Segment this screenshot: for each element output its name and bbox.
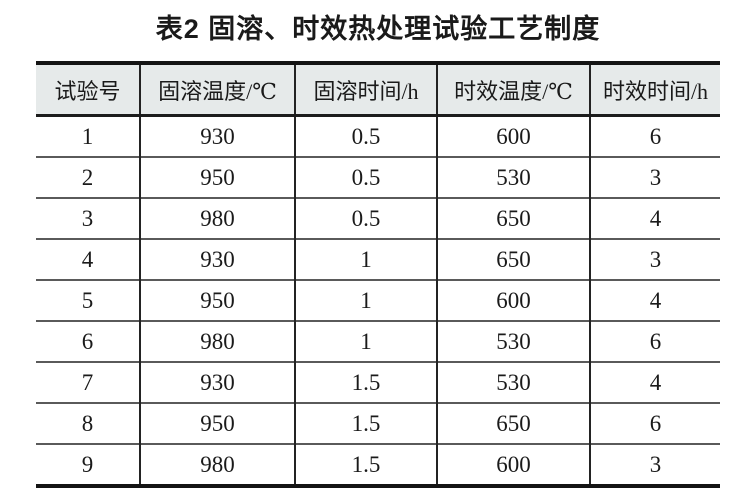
table-cell: 1 [81,123,94,149]
table-cell: 7 [36,361,140,403]
table-cell: 0.5 [294,197,437,239]
table-cell: 4 [589,279,720,321]
table-cell: 2 [36,156,140,198]
table-cell: 5 [36,279,140,321]
table-cell: 4 [589,197,720,239]
table-cell: 950 [139,156,295,198]
header-cell-solution-temperature: 固溶温度/℃ [139,63,295,117]
table-row: 1 930 0.5 600 6 [36,115,720,157]
table-cell: 950 [139,279,295,321]
table-cell: 650 [436,238,590,280]
table-cell: 1.5 [294,443,437,486]
table-cell: 600 [436,115,590,157]
table-cell: 600 [436,443,590,486]
table-title: 表2 固溶、时效热处理试验工艺制度 [155,14,601,44]
table-cell: 600 [436,279,590,321]
table-cell: 6 [589,115,720,157]
heat-treatment-table: 试验号 固溶温度/℃ 固溶时间/h 时效温度/℃ 时效时间/h 1 930 0.… [36,61,720,488]
header-row: 试验号 固溶温度/℃ 固溶时间/h 时效温度/℃ 时效时间/h [36,63,720,117]
header-cell-aging-temperature: 时效温度/℃ [436,63,590,117]
table-cell: 980 [139,443,295,486]
table-cell: 6 [589,320,720,362]
table-cell: 3 [589,238,720,280]
table-cell: 650 [436,197,590,239]
table-cell: 1.5 [294,361,437,403]
table-row: 8 950 1.5 650 6 [36,402,720,444]
table-cell: 1 [294,320,437,362]
table-cell: 3 [589,156,720,198]
table-cell: 1 [294,279,437,321]
table-cell: 4 [589,361,720,403]
table-cell: 980 [139,320,295,362]
table-cell: 930 [139,238,295,280]
table-cell: 4 [36,238,140,280]
table-cell: 530 [436,361,590,403]
table-cell: 0.5 [294,115,437,157]
table-row: 2 950 0.5 530 3 [36,156,720,198]
table-cell: 9 [36,443,140,486]
table-row: 3 980 0.5 650 4 [36,197,720,239]
table-row: 6 980 1 530 6 [36,320,720,362]
header-cell-aging-time: 时效时间/h [589,63,720,117]
table-cell: 3 [589,443,720,486]
table-cell: 6 [589,402,720,444]
table-cell: 930 [139,115,295,157]
table-cell: 650 [436,402,590,444]
table-cell: 0.5 [294,156,437,198]
header-cell-solution-time: 固溶时间/h [294,63,437,117]
table-cell: 980 [139,197,295,239]
header-cell-test-no: 试验号 [36,63,140,117]
table-cell: 950 [139,402,295,444]
table-cell: 530 [436,320,590,362]
table-cell: 1 [294,238,437,280]
table-cell: 530 [436,156,590,198]
table-cell: 3 [36,197,140,239]
table-row: 4 930 1 650 3 [36,238,720,280]
table-row: 7 930 1.5 530 4 [36,361,720,403]
table-cell: 8 [36,402,140,444]
table-row: 9 980 1.5 600 3 [36,443,720,486]
table-cell: 6 [36,320,140,362]
table-row: 5 950 1 600 4 [36,279,720,321]
table-cell: 930 [139,361,295,403]
table-cell: 1.5 [294,402,437,444]
